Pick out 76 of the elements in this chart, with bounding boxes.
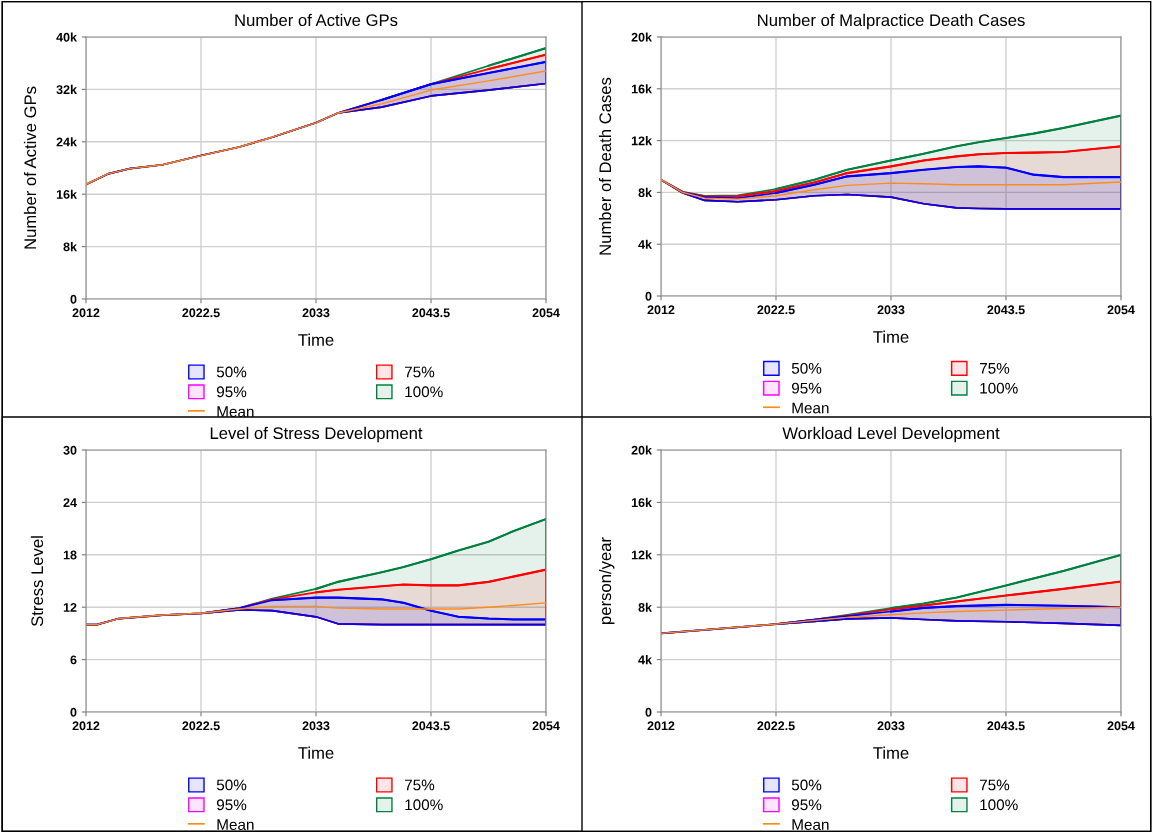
y-tick-label: 4k [638,655,652,665]
y-tick-label: 0 [70,294,77,304]
x-tick-label: 2022.5 [182,308,220,318]
legend-label: 50% [791,362,822,374]
legend-label: 75% [979,779,1010,791]
x-tick-label: 2054 [1107,721,1135,731]
y-tick-label: 0 [70,707,77,717]
legend-label: 95% [791,799,822,811]
y-axis-title: Number of Active GPs [23,86,37,249]
x-tick-label: 2012 [72,308,100,318]
x-tick-label: 2022.5 [757,721,795,731]
x-tick-label: 2012 [72,721,100,731]
x-tick-label: 2012 [647,721,675,731]
legend-label: 50% [216,366,247,378]
x-tick-label: 2012 [647,305,675,315]
y-tick-label: 20k [631,445,652,455]
y-tick-label: 16k [631,84,652,94]
x-axis-title: Time [873,746,909,759]
y-tick-label: 0 [645,291,652,301]
legend-label: 95% [216,799,247,811]
x-tick-label: 2033 [877,305,905,315]
y-axis-title: person/year [598,537,615,624]
y-tick-label: 6 [70,655,77,665]
x-tick-label: 2054 [1107,305,1135,315]
x-axis-title: Time [298,333,334,346]
x-tick-label: 2022.5 [182,721,220,731]
x-tick-label: 2033 [877,721,905,731]
chart-title: Workload Level Development [782,426,1000,443]
legend-label: 75% [404,366,435,378]
x-tick-label: 2043.5 [987,305,1025,315]
legend-label: Mean [792,819,829,831]
x-tick-label: 2043.5 [412,308,450,318]
legend-label: 100% [980,799,1018,811]
x-tick-label: 2033 [302,308,330,318]
legend-label: 50% [791,779,822,791]
legend-label: Mean [792,402,829,414]
y-tick-label: 8k [638,602,652,612]
y-axis-title: Stress Level [30,536,44,627]
legend-label: 75% [404,779,435,791]
y-tick-label: 18 [63,550,77,560]
y-tick-label: 8k [638,187,652,198]
y-tick-label: 8k [63,242,77,252]
y-tick-label: 4k [638,239,652,249]
legend-label: 95% [791,382,822,394]
legend-label: 100% [405,799,443,811]
x-tick-label: 2043.5 [412,721,450,731]
y-tick-label: 20k [631,32,652,42]
y-tick-label: 12k [631,550,652,560]
x-tick-label: 2033 [302,721,330,731]
x-tick-label: 2054 [532,308,560,318]
x-tick-label: 2054 [532,721,560,731]
y-tick-label: 12k [631,136,652,146]
x-axis-title: Time [298,746,334,759]
chart-title: Number of Active GPs [235,13,398,27]
y-tick-label: 30 [63,445,77,455]
legend-label: Mean [217,406,254,418]
x-axis-title: Time [873,330,909,343]
y-tick-label: 0 [645,707,652,717]
y-tick-label: 40k [56,32,77,42]
y-tick-label: 24 [63,498,77,507]
y-tick-label: 24k [56,137,77,147]
legend-label: 50% [216,779,247,791]
chart-title: Number of Malpractice Death Cases [758,13,1025,30]
y-tick-label: 16k [631,497,652,508]
legend-label: 95% [216,386,247,398]
y-axis-title: Number of Death Cases [598,77,612,255]
chart-title: Level of Stress Development [210,426,423,443]
y-tick-label: 12 [63,603,77,612]
y-tick-label: 32k [56,84,77,95]
legend-label: Mean [217,819,254,831]
x-tick-label: 2043.5 [987,721,1025,731]
legend-label: 100% [980,382,1018,394]
y-tick-label: 16k [56,189,77,199]
legend-label: 100% [405,386,443,398]
legend-label: 75% [979,363,1010,374]
x-tick-label: 2022.5 [757,305,795,315]
